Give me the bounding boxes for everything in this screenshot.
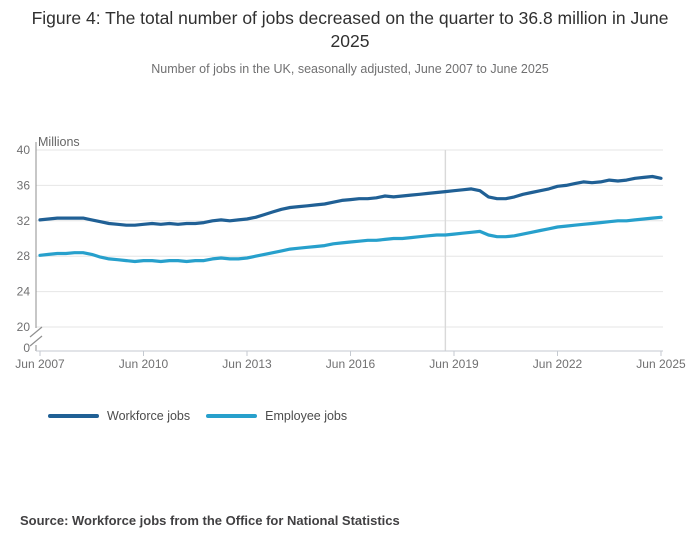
y-axis-unit-label: Millions xyxy=(38,135,80,149)
y-tick-label: 40 xyxy=(17,143,31,157)
x-tick-label: Jun 2019 xyxy=(429,357,479,371)
y-tick-label-zero: 0 xyxy=(23,341,30,355)
source-text: Source: Workforce jobs from the Office f… xyxy=(20,513,400,528)
workforce-jobs-line[interactable] xyxy=(38,174,663,227)
x-tick-label: Jun 2025 xyxy=(636,357,686,371)
workforce-jobs-swatch-icon xyxy=(48,414,99,418)
y-tick-label: 32 xyxy=(17,214,31,228)
legend-label-workforce-jobs: Workforce jobs xyxy=(107,409,191,423)
y-tick-label: 24 xyxy=(17,285,31,299)
chart-legend: Workforce jobs Employee jobs xyxy=(48,409,347,423)
x-tick-label: Jun 2013 xyxy=(222,357,272,371)
axis-break-icon xyxy=(29,326,43,338)
x-tick-label: Jun 2016 xyxy=(326,357,376,371)
y-tick-label: 20 xyxy=(17,320,31,334)
x-tick-label: Jun 2007 xyxy=(15,357,65,371)
legend-item-workforce-jobs[interactable]: Workforce jobs xyxy=(48,409,190,423)
chart-canvas: Jun 2007 Jun 2010 Jun 2013 Jun 2016 Jun 2019… xyxy=(15,135,686,371)
y-tick-label: 36 xyxy=(17,178,31,192)
figure-title: Figure 4: The total number of jobs decre… xyxy=(31,8,669,52)
x-tick-label: Jun 2010 xyxy=(119,357,169,371)
figure-subtitle: Number of jobs in the UK, seasonally adj… xyxy=(151,62,549,77)
employee-jobs-line[interactable] xyxy=(38,215,663,264)
line-chart: Jun 2007 Jun 2010 Jun 2013 Jun 2016 Jun 2019… xyxy=(0,130,700,380)
employee-jobs-swatch-icon xyxy=(206,414,258,418)
axis-break-icon xyxy=(29,335,43,347)
legend-item-employee-jobs[interactable]: Employee jobs xyxy=(206,409,347,423)
legend-label-employee-jobs: Employee jobs xyxy=(265,409,348,423)
y-tick-label: 28 xyxy=(17,249,31,263)
x-tick-label: Jun 2022 xyxy=(533,357,583,371)
